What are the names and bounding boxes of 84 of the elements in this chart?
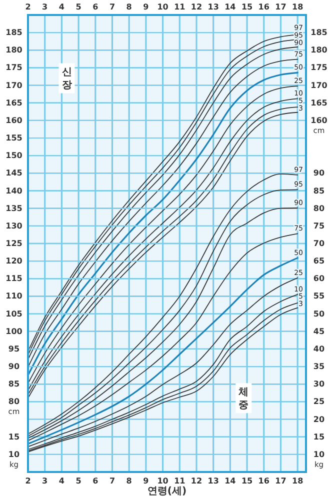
x-tick-label: 2 [25,476,31,486]
x-tick-label: 4 [58,476,65,486]
x-tick-label: 11 [174,476,186,486]
y-tick-label: 85 [8,380,20,389]
y2-tick-label: 75 [313,221,325,230]
y2-tick-label: 170 [310,80,328,90]
x2-tick-label: 12 [190,2,202,12]
x2-tick-label: 6 [92,2,99,12]
x-tick-label: 13 [208,476,219,486]
y-tick-label: 10 [8,450,20,459]
x2-tick-label: 3 [42,2,48,12]
x2-tick-label: 2 [25,2,31,12]
x2-tick-label: 9 [143,2,150,12]
y-tick-label: 90 [8,362,20,372]
x2-tick-label: 11 [174,2,186,12]
y2-tick-label: 60 [313,274,325,284]
y2-tick-label: 80 [313,204,325,213]
y2-tick-label: 165 [310,98,328,108]
y2-tick-label: 180 [310,46,328,55]
y-tick-label: 165 [6,98,23,108]
y2-tick-label: 70 [313,239,325,248]
y-tick-label: 135 [6,204,23,213]
y2-tick-label: 30 [313,380,325,389]
y-tick-label: 110 [6,292,23,301]
x-tick-label: 8 [126,476,132,486]
annotation: 신장 [62,67,72,92]
y-tick-label: 150 [6,151,23,160]
y-tick-label: 125 [6,239,23,248]
x-axis-title: 연령(세) [147,486,187,497]
y2-tick-label: 20 [313,414,325,424]
y-tick-label: 95 [8,344,20,354]
y-tick-label: 140 [6,186,23,196]
y-tick-label: 15 [8,432,20,442]
y-tick-label: 160 [6,116,23,125]
y-tick-label: 175 [6,63,23,72]
y-tick-label: 120 [6,256,23,266]
x-tick-label: 3 [42,476,48,486]
x-tick-label: 9 [143,476,150,486]
y2-tick-label: 40 [313,344,325,354]
x2-tick-label: 18 [292,2,304,12]
x2-tick-label: 4 [58,2,65,12]
y2-tick-label: 15 [313,432,325,442]
x-tick-label: 17 [275,476,286,486]
x2-tick-label: 16 [258,2,270,12]
y-tick-label: 105 [6,309,23,318]
x2-tick-label: 14 [224,2,236,12]
y2-tick-label: 65 [313,256,325,266]
y2-tick-label: 45 [313,326,325,336]
y2-tick-label: 55 [313,292,325,301]
y2-tick-label: 35 [313,362,325,372]
x2-tick-label: 8 [126,2,132,12]
y-tick-label: 155 [6,134,23,143]
y2-tick-label: 160 [310,116,328,125]
x2-tick-label: 10 [157,2,169,12]
x2-tick-label: 13 [208,2,219,12]
y2-tick-label: 50 [313,309,325,318]
x-tick-label: 15 [241,476,254,486]
x2-tick-label: 7 [109,2,116,12]
y2-tick-label: 185 [310,28,328,38]
y-tick-label: 100 [6,326,23,336]
x-tick-label: 6 [92,476,99,486]
x-tick-label: 16 [258,476,270,486]
y-tick-label: 115 [6,274,23,284]
annotation: 체중 [238,387,249,412]
x-tick-label: 10 [157,476,169,486]
y2-tick-label: 10 [313,450,325,459]
x-tick-label: 5 [76,476,82,486]
y2-tick-label: 85 [313,186,325,196]
x-tick-label: 14 [224,476,236,486]
y2-tick-label: 90 [313,168,325,178]
y-tick-label: 80 [8,397,20,406]
x-tick-label: 12 [190,476,202,486]
y2-tick-label: 175 [310,63,328,72]
y-tick-label: 170 [6,80,23,90]
x-tick-label: 7 [109,476,116,486]
x-tick-label: 18 [292,476,304,486]
y-tick-label: 180 [6,46,23,55]
x2-tick-label: 15 [241,2,254,12]
y-tick-label: 145 [6,168,23,178]
x2-tick-label: 5 [76,2,82,12]
x2-tick-label: 17 [275,2,286,12]
y-tick-label: 130 [6,221,23,230]
y2-tick-label: 25 [313,397,325,406]
y-tick-label: 185 [6,28,23,38]
